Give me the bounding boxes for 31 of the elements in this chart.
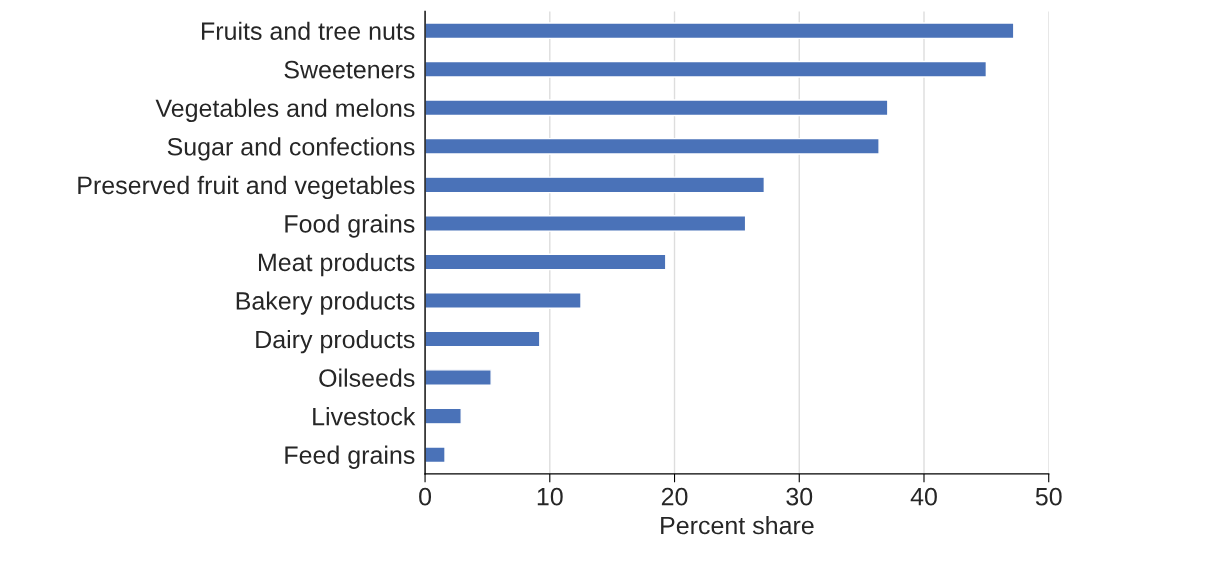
bar xyxy=(425,253,667,271)
x-tick-label: 50 xyxy=(1035,487,1062,506)
y-tick-label: Food grains xyxy=(285,214,415,238)
x-tick-label: 40 xyxy=(910,487,937,506)
bar xyxy=(425,137,880,155)
y-tick-label: Meat products xyxy=(258,252,415,277)
x-tick-label: 20 xyxy=(661,487,688,506)
x-axis-title: Percent share xyxy=(661,515,814,535)
y-tick-label: Oilseeds xyxy=(319,368,415,387)
bar xyxy=(425,369,492,386)
y-tick-label: Feed grains xyxy=(285,445,415,469)
bar xyxy=(425,446,446,464)
bar xyxy=(425,60,988,78)
y-tick-label: Livestock xyxy=(313,407,416,426)
bar xyxy=(425,330,541,348)
bar xyxy=(425,292,582,309)
y-tick-label: Preserved fruit and vegetables xyxy=(78,175,415,200)
bar xyxy=(425,215,747,232)
x-tick-label: 0 xyxy=(419,487,432,506)
y-tick-label: Sweeteners xyxy=(284,60,415,79)
bar xyxy=(425,176,766,194)
y-tick-label: Bakery products xyxy=(236,291,415,315)
bar xyxy=(425,22,1015,40)
bar xyxy=(425,407,462,425)
x-tick-label: 30 xyxy=(786,487,813,506)
y-tick-label: Vegetables and melons xyxy=(155,98,415,123)
y-tick-label: Fruits and tree nuts xyxy=(202,21,415,40)
bar xyxy=(425,99,889,117)
y-tick-label: Dairy products xyxy=(256,329,415,354)
x-tick-label: 10 xyxy=(537,487,563,506)
y-tick-label: Sugar and confections xyxy=(167,137,415,161)
